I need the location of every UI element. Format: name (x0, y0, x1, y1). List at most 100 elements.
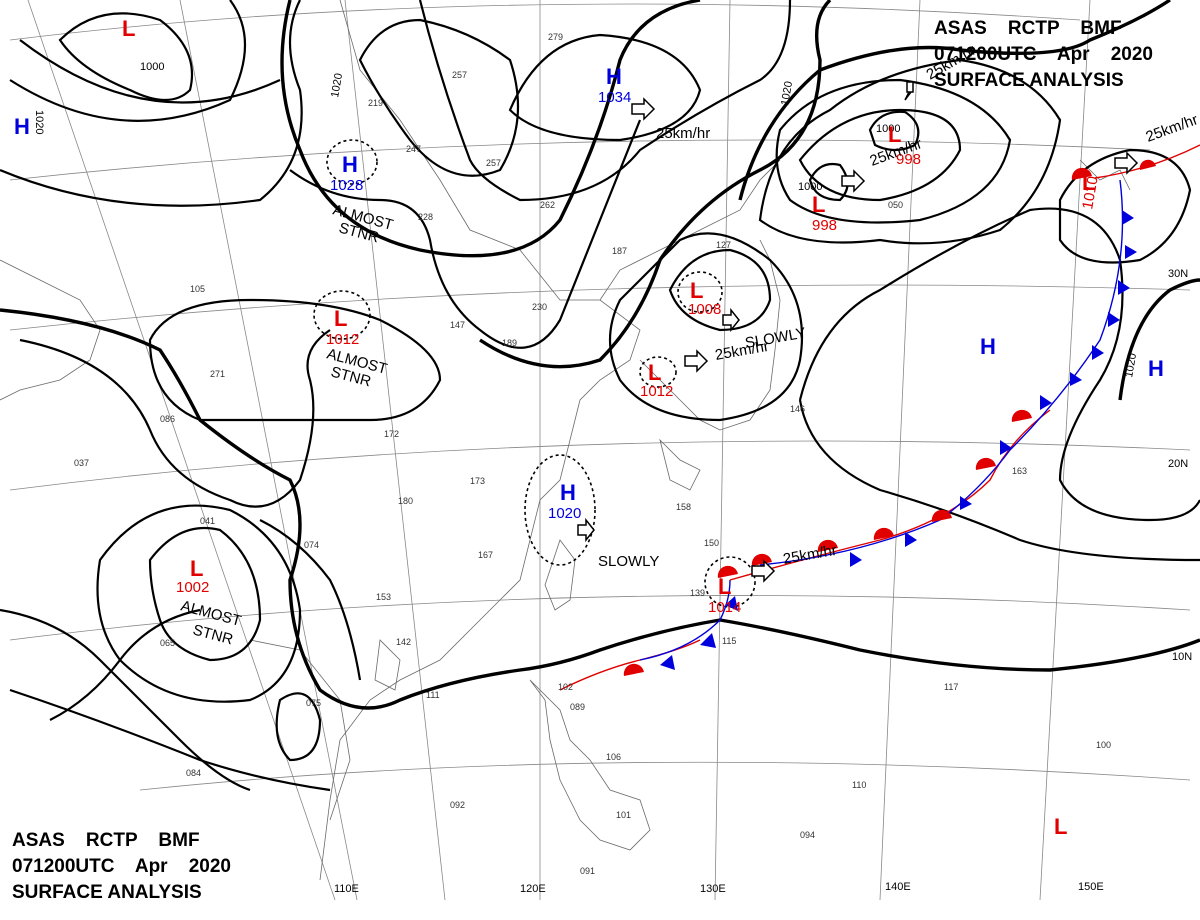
station-obs: 110 (852, 780, 866, 790)
station-observations: 279 257 257 219 247 228 262 187 230 147 … (74, 32, 1111, 876)
station-obs: 187 (612, 246, 627, 256)
stationary-notes: ALMOST STNR ALMOST STNR ALMOST STNR (179, 201, 395, 648)
station-obs: 146 (790, 404, 805, 414)
low-center-symbol: L (190, 556, 203, 581)
isobar-label: 1020 (33, 110, 45, 134)
station-obs: 180 (398, 496, 413, 506)
movement-speed-label: 25km/hr (656, 125, 710, 142)
station-obs: 074 (304, 540, 319, 550)
cold-front-symbols (660, 210, 1137, 670)
station-obs: 084 (186, 768, 201, 778)
station-obs: 127 (716, 240, 731, 250)
station-obs: 115 (722, 636, 736, 646)
high-center-symbol: H (560, 480, 576, 505)
station-obs: 158 (676, 502, 691, 512)
high-pressure-centers: H H 1028 H 1034 H 1020 H H (14, 64, 1164, 522)
station-obs: 219 (368, 98, 383, 108)
station-obs: 153 (376, 592, 391, 602)
high-center-pressure: 1034 (598, 89, 631, 106)
low-center-pressure: 1002 (176, 579, 209, 596)
station-obs: 271 (210, 369, 225, 379)
header-bottom-left: ASAS RCTP BMF 071200UTC Apr 2020 SURFACE… (12, 830, 231, 903)
station-obs: 247 (406, 144, 421, 154)
lon-label-140e: 140E (885, 881, 911, 893)
station-obs: 117 (944, 682, 958, 692)
station-obs: 279 (548, 32, 563, 42)
fronts (559, 144, 1200, 691)
station-obs: 092 (450, 800, 465, 810)
high-center-symbol: H (342, 152, 358, 177)
high-center-symbol: H (1148, 356, 1164, 381)
longitude-grid (27, 0, 1091, 901)
movement-speed-label: 25km/hr (782, 542, 838, 568)
low-center-pressure: 1010 (1079, 175, 1102, 211)
station-obs: 041 (200, 516, 215, 526)
station-obs: 102 (558, 682, 573, 692)
high-center-symbol: H (14, 114, 30, 139)
station-obs: 150 (704, 538, 719, 548)
low-center-symbol: L (690, 278, 703, 303)
coordinate-labels: 110E 120E 130E 140E 150E 30N 20N 10N (334, 268, 1192, 895)
dashed-contours (313, 139, 756, 608)
station-obs: 091 (580, 866, 595, 876)
station-obs: 147 (450, 320, 465, 330)
isobars (0, 0, 1200, 792)
station-obs: 065 (160, 638, 175, 648)
isobar-label: 1000 (876, 123, 900, 135)
header-line1: ASAS RCTP BMF (934, 18, 1122, 39)
isobar-label: 1020 (329, 72, 345, 98)
station-obs: 142 (396, 637, 411, 647)
lat-label-20n: 20N (1168, 458, 1188, 470)
isobar-label: 1000 (140, 61, 164, 73)
station-obs: 257 (452, 70, 467, 80)
movement-arrows (577, 81, 1139, 583)
high-center-symbol: H (606, 64, 622, 89)
isobar-label: 1000 (798, 181, 822, 193)
movement-slowly-label: SLOWLY (598, 553, 659, 570)
low-center-symbol: L (1054, 814, 1067, 839)
low-center-pressure: 1012 (326, 331, 359, 348)
header-line2: 071200UTC Apr 2020 (12, 856, 231, 877)
low-center-symbol: L (648, 360, 661, 385)
high-center-symbol: H (980, 334, 996, 359)
lon-label-150e: 150E (1078, 881, 1104, 893)
station-obs: 086 (160, 414, 175, 424)
movement-speed-label: 25km/hr (1144, 111, 1200, 146)
isobar-label: 1020 (1123, 352, 1139, 378)
isobar-label: 1020 (779, 80, 795, 106)
low-center-symbol: L (1082, 170, 1095, 195)
station-obs: 111 (426, 690, 440, 700)
coastlines (0, 0, 1131, 881)
low-center-pressure: 1008 (688, 301, 721, 318)
low-center-pressure: 1014 (708, 599, 741, 616)
low-center-symbol: L (812, 192, 825, 217)
station-obs: 139 (690, 588, 705, 598)
isobar-labels: 1000 1020 1020 1020 1000 1000 1020 (33, 61, 1139, 379)
station-obs: 037 (74, 458, 89, 468)
station-obs: 189 (502, 338, 517, 348)
station-obs: 089 (570, 702, 585, 712)
low-center-symbol: L (718, 574, 731, 599)
station-obs: 106 (606, 752, 621, 762)
lat-label-30n: 30N (1168, 268, 1188, 280)
lon-label-120e: 120E (520, 883, 546, 895)
low-center-pressure: 1012 (640, 383, 673, 400)
header-line1: ASAS RCTP BMF (12, 830, 200, 851)
station-obs: 163 (1012, 466, 1027, 476)
station-obs: 230 (532, 302, 547, 312)
station-obs: 262 (540, 200, 555, 210)
header-top-right: ASAS RCTP BMF 071200UTC Apr 2020 SURFACE… (934, 18, 1153, 91)
high-center-pressure: 1028 (330, 177, 363, 194)
station-obs: 101 (616, 810, 631, 820)
header-line2: 071200UTC Apr 2020 (934, 44, 1153, 65)
low-pressure-centers: L L 1012 L 1002 L 1012 L 1008 L 998 L 99… (122, 16, 1102, 839)
lat-label-10n: 10N (1172, 651, 1192, 663)
station-obs: 257 (486, 158, 501, 168)
high-center-pressure: 1020 (548, 505, 581, 522)
station-obs: 075 (306, 698, 321, 708)
header-line3: SURFACE ANALYSIS (934, 70, 1124, 91)
station-obs: 167 (478, 550, 493, 560)
lon-label-130e: 130E (700, 883, 726, 895)
station-obs: 228 (418, 212, 433, 222)
